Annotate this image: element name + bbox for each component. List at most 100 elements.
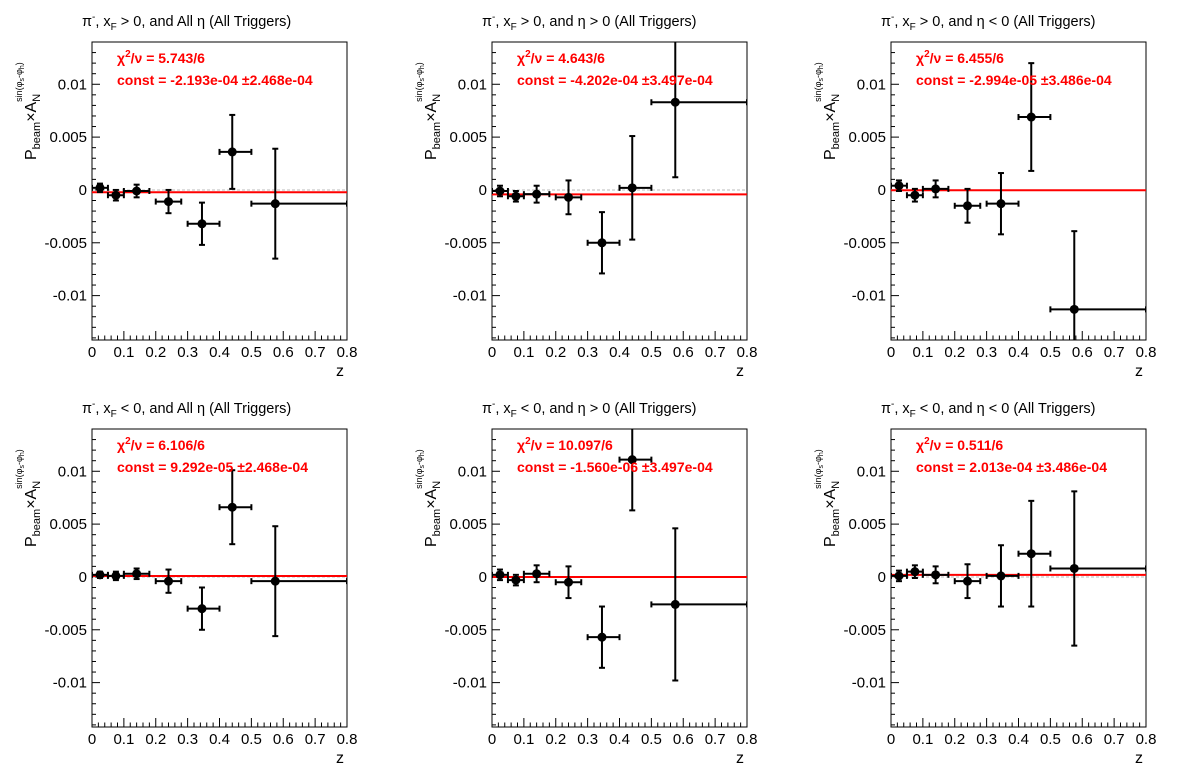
data-points (92, 113, 347, 260)
y-tick-label: -0.01 (53, 675, 87, 692)
chart-title: π-, xF < 0, and All η (All Triggers) (82, 399, 291, 420)
y-tick-label: 0 (479, 182, 487, 199)
chart-panel-2: π-, xF > 0, and η > 0 (All Triggers) -0.0… (414, 12, 757, 380)
data-point (1026, 112, 1036, 122)
y-tick-label: 0.01 (857, 76, 886, 93)
data-point (963, 576, 972, 586)
y-tick-label: 0.01 (458, 76, 487, 93)
x-tick-label: 0.3 (577, 731, 598, 748)
x-tick-label: 0.7 (305, 344, 326, 361)
data-point (670, 599, 680, 609)
const-label: const = -2.193e-04 ±2.468e-04 (117, 72, 313, 88)
x-tick-label: 0.1 (513, 731, 534, 748)
data-points (92, 469, 347, 638)
x-tick-label: 0 (887, 731, 895, 748)
x-axis-label: z (736, 363, 744, 380)
chart-panel-6: π-, xF < 0, and η < 0 (All Triggers) -0.0… (813, 399, 1156, 767)
x-tick-label: 0.4 (209, 344, 230, 361)
x-axis-label: z (336, 750, 344, 767)
chart-panel-5: π-, xF < 0, and η > 0 (All Triggers) -0.0… (414, 399, 757, 767)
x-tick-label: 0.2 (944, 344, 965, 361)
y-tick-label: 0 (79, 182, 87, 199)
x-tick-label: 0.8 (737, 344, 758, 361)
const-label: const = -1.560e-06 ±3.497e-04 (517, 459, 713, 475)
y-tick-label: 0.005 (449, 129, 487, 146)
data-point (670, 97, 680, 107)
data-point (227, 502, 237, 512)
x-tick-label: 0.1 (113, 344, 134, 361)
y-tick-label: -0.005 (44, 622, 87, 639)
data-point (270, 576, 280, 586)
x-axis-label: z (736, 750, 744, 767)
x-tick-label: 0.5 (641, 731, 662, 748)
data-point (564, 577, 573, 587)
y-tick-label: 0.01 (58, 76, 87, 93)
y-tick-label: 0 (878, 182, 886, 199)
data-point (597, 632, 607, 642)
x-tick-label: 0.7 (1104, 344, 1125, 361)
data-points (891, 490, 1146, 647)
y-tick-label: 0.005 (848, 516, 886, 533)
y-tick-label: -0.01 (852, 288, 886, 305)
x-tick-label: 0.6 (273, 344, 294, 361)
x-tick-label: 0.4 (1008, 731, 1029, 748)
x-tick-label: 0.2 (944, 731, 965, 748)
x-axis-label: z (1135, 750, 1143, 767)
data-point (511, 575, 521, 585)
x-tick-label: 0.6 (1072, 344, 1093, 361)
y-tick-label: -0.01 (53, 288, 87, 305)
y-axis-label: Pbeam×ANsin(φs-φh) (414, 62, 443, 160)
y-tick-label: -0.005 (44, 235, 87, 252)
data-point (910, 190, 920, 200)
x-tick-label: 0.1 (513, 344, 534, 361)
data-point (627, 455, 637, 465)
data-point (227, 147, 237, 157)
data-points (891, 62, 1146, 340)
chart-title: π-, xF < 0, and η > 0 (All Triggers) (482, 399, 697, 420)
x-tick-label: 0 (887, 344, 895, 361)
chart-panel-3: π-, xF > 0, and η < 0 (All Triggers) -0.0… (813, 12, 1156, 380)
x-tick-label: 0.2 (145, 731, 166, 748)
chart-panel-1: π-, xF > 0, and All η (All Triggers) -0.0… (14, 12, 357, 380)
data-points (492, 429, 747, 682)
data-point (931, 184, 941, 194)
x-tick-label: 0.4 (1008, 344, 1029, 361)
x-tick-label: 0.6 (673, 344, 694, 361)
y-tick-label: 0 (878, 569, 886, 586)
x-tick-label: 0.3 (976, 731, 997, 748)
data-point (164, 576, 173, 586)
data-point (894, 181, 904, 191)
x-tick-label: 0.6 (673, 731, 694, 748)
x-tick-label: 0 (488, 731, 496, 748)
x-tick-label: 0.8 (337, 731, 358, 748)
data-point (532, 569, 542, 579)
data-point (996, 199, 1006, 209)
const-label: const = 2.013e-04 ±3.486e-04 (916, 459, 1107, 475)
x-tick-label: 0.1 (912, 731, 933, 748)
y-axis-label: Pbeam×ANsin(φs-φh) (14, 62, 43, 160)
chi2-label: χ2/ν = 10.097/6 (517, 436, 613, 453)
data-point (1069, 563, 1079, 573)
data-point (1069, 304, 1079, 314)
y-axis-label: Pbeam×ANsin(φs-φh) (813, 62, 842, 160)
chi2-label: χ2/ν = 4.643/6 (517, 49, 605, 66)
data-point (197, 604, 207, 614)
chart-title: π-, xF > 0, and η > 0 (All Triggers) (482, 12, 697, 33)
y-tick-label: 0.005 (49, 129, 87, 146)
y-axis-label: Pbeam×ANsin(φs-φh) (14, 449, 43, 547)
data-point (597, 238, 607, 248)
data-point (963, 201, 972, 211)
y-tick-label: -0.01 (453, 675, 487, 692)
data-points (492, 42, 747, 275)
chart-title: π-, xF < 0, and η < 0 (All Triggers) (881, 399, 1096, 420)
y-axis-label: Pbeam×ANsin(φs-φh) (813, 449, 842, 547)
x-axis-label: z (1135, 363, 1143, 380)
y-tick-label: 0.01 (58, 463, 87, 480)
chi2-label: χ2/ν = 0.511/6 (916, 436, 1003, 453)
x-tick-label: 0.4 (209, 731, 230, 748)
x-tick-label: 0.3 (177, 731, 198, 748)
data-point (1026, 549, 1036, 559)
data-point (910, 567, 920, 577)
data-point (111, 190, 121, 200)
